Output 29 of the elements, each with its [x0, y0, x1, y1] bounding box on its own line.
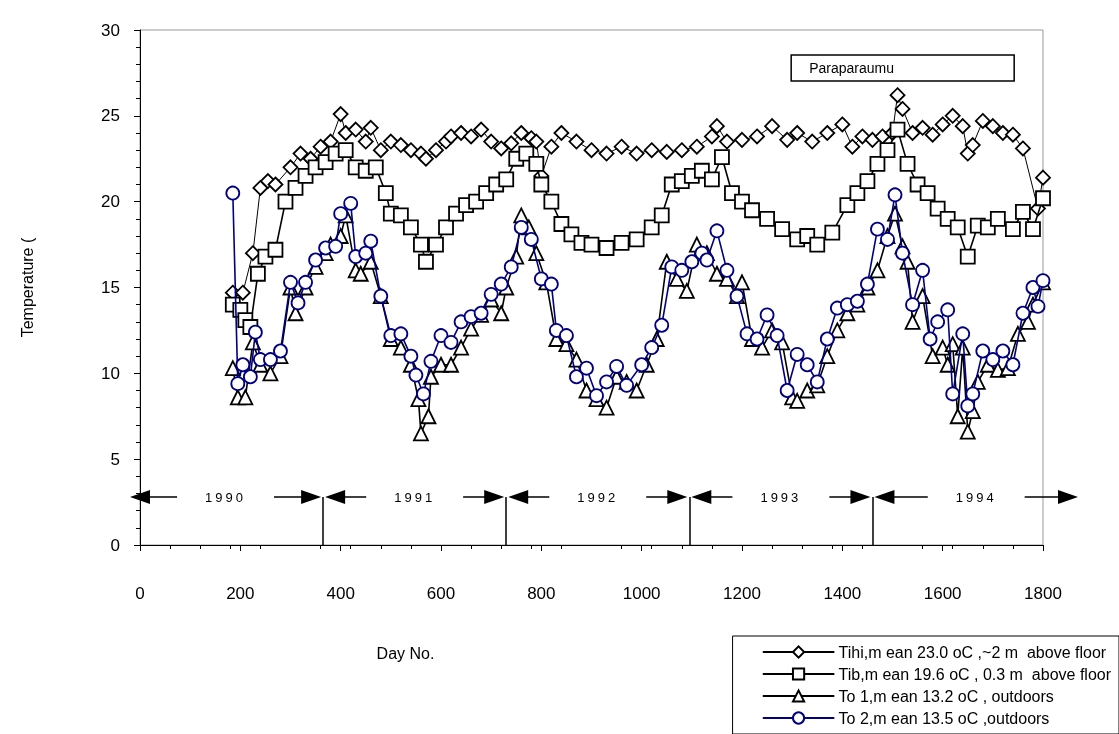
y-tick-label: 30 — [101, 20, 120, 40]
y-tick-label: 0 — [110, 535, 120, 555]
x-tick-label: 200 — [226, 584, 255, 603]
y-tick-label: 25 — [101, 106, 120, 126]
x-tick-label: 0 — [135, 584, 145, 603]
x-tick-label: 800 — [527, 584, 556, 603]
x-tick-label: 1600 — [923, 584, 962, 603]
y-tick-label: 10 — [101, 363, 120, 383]
annotation: 1990 — [205, 490, 247, 505]
annotation: 1992 — [577, 490, 619, 505]
y-axis-title: Temperature ( — [18, 237, 36, 338]
y-tick-label: 20 — [101, 192, 120, 212]
x-tick-label: 1800 — [1024, 584, 1062, 603]
x-tick-label: 1200 — [723, 584, 761, 603]
legend-label: To 1,m ean 13.2 oC , outdoors — [838, 687, 1054, 705]
x-tick-label: 400 — [326, 584, 355, 603]
legend-label: Tib,m ean 19.6 oC , 0.3 m above floor — [838, 665, 1112, 683]
x-tick-label: 1000 — [622, 584, 661, 603]
legend-label: Tihi,m ean 23.0 oC ,~2 m above floor — [838, 643, 1107, 661]
text: Paraparaumu — [809, 60, 894, 76]
annotation: 1993 — [760, 490, 802, 505]
x-axis-title: Day No. — [376, 644, 435, 662]
annotation: 1991 — [394, 490, 436, 505]
legend-label: To 2,m ean 13.5 oC ,outdoors — [838, 709, 1050, 727]
annotation: 1994 — [955, 490, 997, 505]
y-tick-label: 15 — [101, 278, 120, 297]
x-tick-label: 1400 — [823, 584, 862, 603]
x-tick-label: 600 — [426, 584, 456, 603]
y-tick-label: 5 — [110, 449, 120, 469]
